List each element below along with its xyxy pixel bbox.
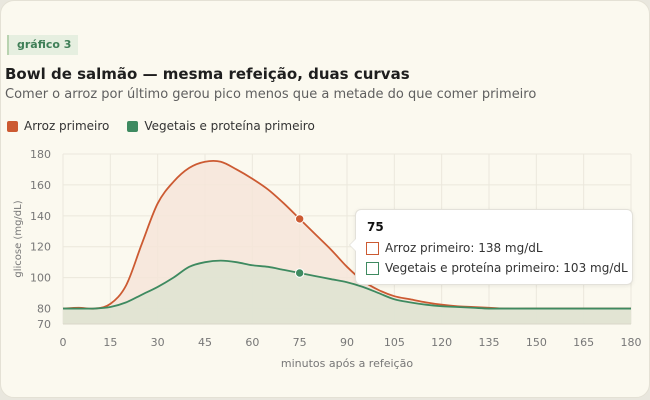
data-point-rice-first <box>294 214 305 224</box>
chart-axes: 70 80 100 120 140 160 180 0 15 30 45 60 75 90 105 120 13… <box>30 148 642 349</box>
chart-legend: Arroz primeiro Vegetais e proteína prime… <box>7 117 333 135</box>
chart-areas <box>63 160 631 324</box>
x-tick-label: 150 <box>526 336 547 349</box>
x-tick-label: 45 <box>198 336 212 349</box>
x-tick-label: 15 <box>103 336 117 349</box>
y-tick-label: 140 <box>30 210 51 223</box>
y-tick-label: 80 <box>37 303 51 316</box>
chart-markers <box>294 214 305 278</box>
legend-label-veg-first: Vegetais e proteína primeiro <box>144 119 315 133</box>
tooltip-text-veg-first: Vegetais e proteína primeiro: 103 mg/dL <box>385 261 628 275</box>
y-tick-label: 70 <box>37 318 51 331</box>
chart-lines <box>62 159 631 310</box>
y-axis-label: glicose (mg/dL) <box>13 200 24 277</box>
legend-swatch-veg-first <box>127 120 139 132</box>
legend-item-rice-first[interactable]: Arroz primeiro <box>7 119 109 133</box>
figure-tag: gráfico 3 <box>7 35 79 55</box>
tooltip-text-rice-first: Arroz primeiro: 138 mg/dL <box>385 241 543 255</box>
x-tick-label: 180 <box>621 336 642 349</box>
tooltip-row-rice-first: Arroz primeiro: 138 mg/dL <box>366 241 543 255</box>
tooltip-swatch-veg-first <box>366 261 379 275</box>
chart-subtitle: Comer o arroz por último gerou pico meno… <box>5 87 537 102</box>
x-tick-label: 60 <box>245 336 259 349</box>
x-tick-label: 105 <box>384 336 405 349</box>
chart-title: Bowl de salmão — mesma refeição, duas cu… <box>5 65 410 83</box>
x-tick-label: 120 <box>431 336 452 349</box>
x-tick-label: 75 <box>293 336 307 349</box>
hover-tooltip: 75 Arroz primeiro: 138 mg/dL Vegetais e … <box>349 209 633 285</box>
x-tick-label: 90 <box>340 336 354 349</box>
tooltip-title: 75 <box>367 220 384 234</box>
legend-swatch-rice-first <box>7 120 18 132</box>
y-tick-label: 180 <box>30 148 51 161</box>
tooltip-swatch-rice-first <box>366 241 379 255</box>
series-area-veg-first <box>63 260 631 324</box>
legend-item-veg-first[interactable]: Vegetais e proteína primeiro <box>127 119 315 133</box>
x-tick-label: 0 <box>60 336 67 349</box>
y-tick-label: 100 <box>30 272 51 285</box>
x-tick-label: 165 <box>573 336 594 349</box>
data-point-veg-first <box>294 268 305 278</box>
y-tick-label: 160 <box>30 179 51 192</box>
x-tick-label: 135 <box>479 336 500 349</box>
legend-label-rice-first: Arroz primeiro <box>24 119 110 133</box>
x-axis-label: minutos após a refeição <box>281 357 413 370</box>
tooltip-row-veg-first: Vegetais e proteína primeiro: 103 mg/dL <box>366 261 628 275</box>
y-tick-label: 120 <box>30 241 51 254</box>
x-tick-label: 30 <box>151 336 165 349</box>
series-line-veg-first <box>63 259 631 310</box>
